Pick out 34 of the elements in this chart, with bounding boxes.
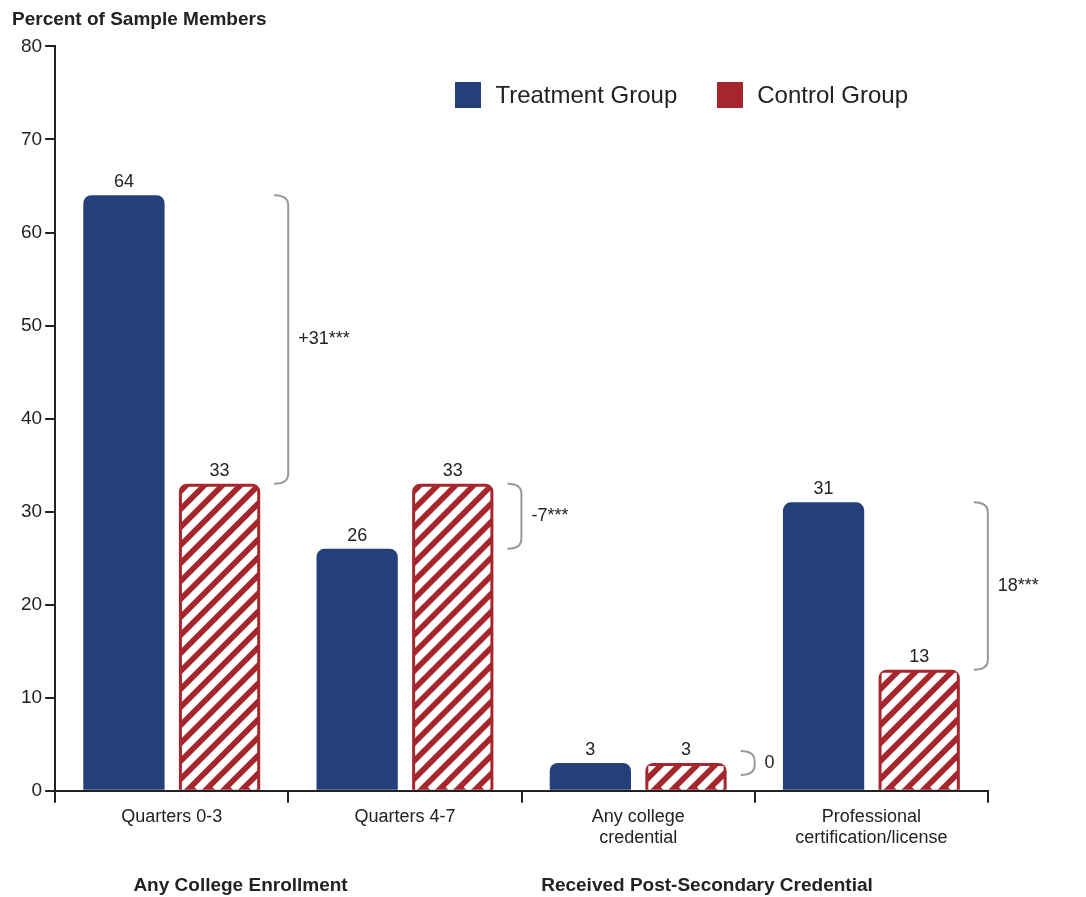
x-tick-label: Quarters 4-7 — [354, 805, 456, 826]
y-tick-label: 60 — [20, 220, 43, 242]
bar — [316, 548, 398, 790]
data-label: 26 — [347, 524, 368, 545]
data-label: 3 — [585, 738, 596, 759]
data-label: 64 — [113, 171, 134, 192]
legend-label: Treatment Group — [495, 81, 678, 110]
y-axis-title: Percent of Sample Members — [12, 8, 268, 31]
data-label: 3 — [680, 738, 691, 759]
x-tick-label: Any college credential — [591, 805, 685, 848]
text: Received Post-Secondary Credential — [541, 873, 873, 895]
x-tick-label: Professional certification/license — [795, 805, 948, 848]
y-tick-label: 70 — [20, 127, 43, 149]
bar — [549, 762, 631, 790]
bar — [782, 502, 865, 790]
annotation: -7*** — [531, 505, 569, 526]
x-tick-label: Quarters 0-3 — [121, 805, 223, 826]
y-tick-label: 50 — [20, 313, 43, 335]
y-tick-label: 40 — [20, 406, 43, 428]
y-tick-label: 30 — [20, 499, 43, 521]
text: 18*** — [997, 574, 1039, 595]
bar — [83, 195, 165, 790]
y-tick-label: 0 — [31, 779, 43, 801]
text: Any College Enrollment — [133, 873, 349, 895]
data-label: 31 — [813, 478, 834, 499]
y-tick-label: 80 — [20, 34, 43, 56]
data-label: 33 — [209, 459, 230, 480]
legend-label: Control Group — [757, 81, 908, 110]
y-tick-label: 10 — [20, 685, 43, 707]
y-tick-label: 20 — [20, 592, 43, 614]
annotation: 0 — [764, 751, 775, 772]
annotation: +31*** — [298, 328, 350, 349]
data-label: 13 — [909, 645, 930, 666]
data-label: 33 — [442, 459, 463, 480]
